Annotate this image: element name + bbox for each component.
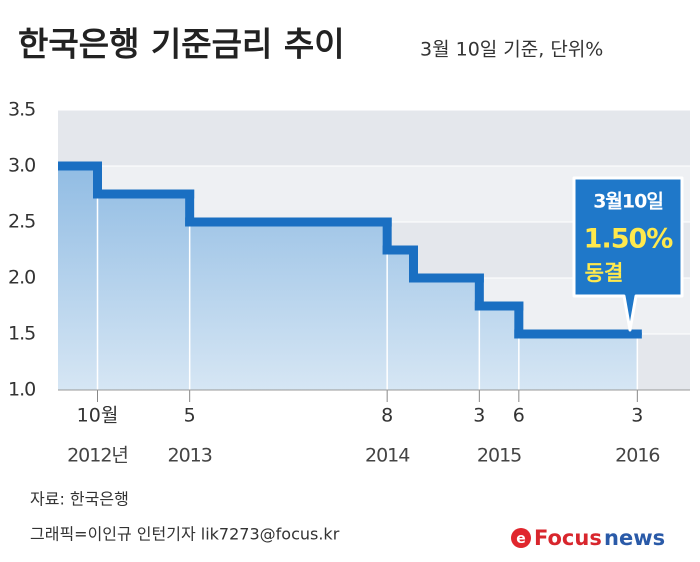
x-year-label: 2016 [615,445,659,467]
source: 자료: 한국은행 [30,490,129,509]
x-tick-label: 3 [473,405,485,427]
y-tick-label: 3.0 [8,155,35,177]
x-year-label: 2013 [167,445,211,467]
area [97,194,190,390]
x-tick-label: 8 [381,405,393,427]
logo-text: Focus [534,526,602,550]
y-tick-label: 1.5 [8,323,35,345]
chart-title: 한국은행 기준금리 추이 [18,25,345,64]
y-tick-label: 2.5 [8,211,35,233]
end-point [632,329,642,339]
x-year-label: 2015 [477,445,521,467]
logo-icon [511,528,531,548]
x-tick-label: 6 [513,405,525,427]
y-tick-label: 3.5 [8,99,35,121]
callout-box [572,176,684,332]
area [479,306,519,390]
area [413,278,480,390]
logo-icon-letter: e [516,531,526,547]
callout-value: 1.50% [584,224,674,255]
area [518,334,638,390]
x-tick-label: 10월 [77,405,119,427]
logo-text: news [604,526,665,550]
x-year-label: 2012년 [67,445,128,467]
callout-date: 3월10일 [593,191,663,213]
credit: 그래픽=이인규 인턴기자 lik7273@focus.kr [30,525,340,544]
plot-area: 1.0 1.5 2.0 2.5 3.0 3.5 10월 5 8 3 6 3 2012년 2013 2014 2… [8,99,690,467]
callout: 3월10일 1.50% 동결 [572,176,684,332]
area [189,222,388,390]
x-tick-label: 5 [184,405,196,427]
chart-subtitle: 3월 10일 기준, 단위% [420,39,603,61]
y-tick-label: 1.0 [8,379,35,401]
band [58,110,690,166]
area [58,166,98,390]
y-tick-label: 2.0 [8,267,35,289]
callout-text: 동결 [585,261,624,285]
x-tick-label: 3 [631,405,643,427]
x-year-label: 2014 [365,445,410,467]
logo: e Focus news [511,526,665,550]
